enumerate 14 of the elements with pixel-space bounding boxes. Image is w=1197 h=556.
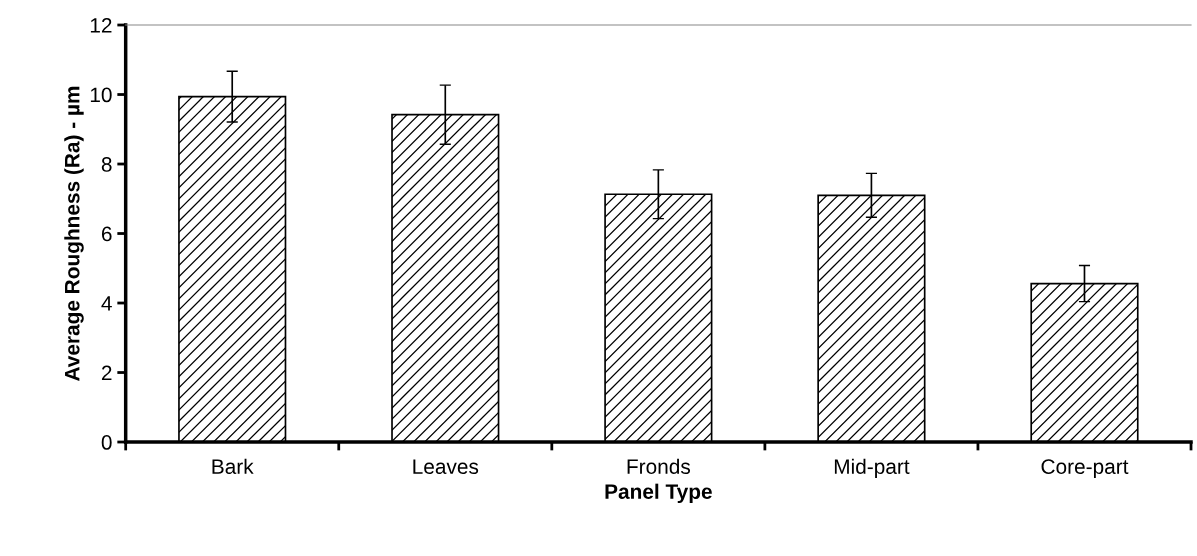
y-tick-label: 10 xyxy=(90,87,112,103)
y-tick-label: 4 xyxy=(101,296,112,311)
y-tick-label: 0 xyxy=(101,435,112,450)
x-axis-title: Panel Type xyxy=(605,483,712,504)
y-axis-title: Average Roughness (Ra) - µm xyxy=(64,86,84,381)
x-tick-label: Core-part xyxy=(1041,459,1129,479)
x-tick-label: Leaves xyxy=(413,459,479,474)
x-tick-label: Mid-part xyxy=(834,458,910,479)
x-tick-label: Fronds xyxy=(627,458,691,474)
y-tick-label: 8 xyxy=(101,157,112,172)
y-tick-label: 12 xyxy=(90,18,112,33)
y-tick-label: 6 xyxy=(101,226,112,242)
x-tick-label: Bark xyxy=(212,458,254,474)
y-tick-label: 2 xyxy=(101,365,112,381)
